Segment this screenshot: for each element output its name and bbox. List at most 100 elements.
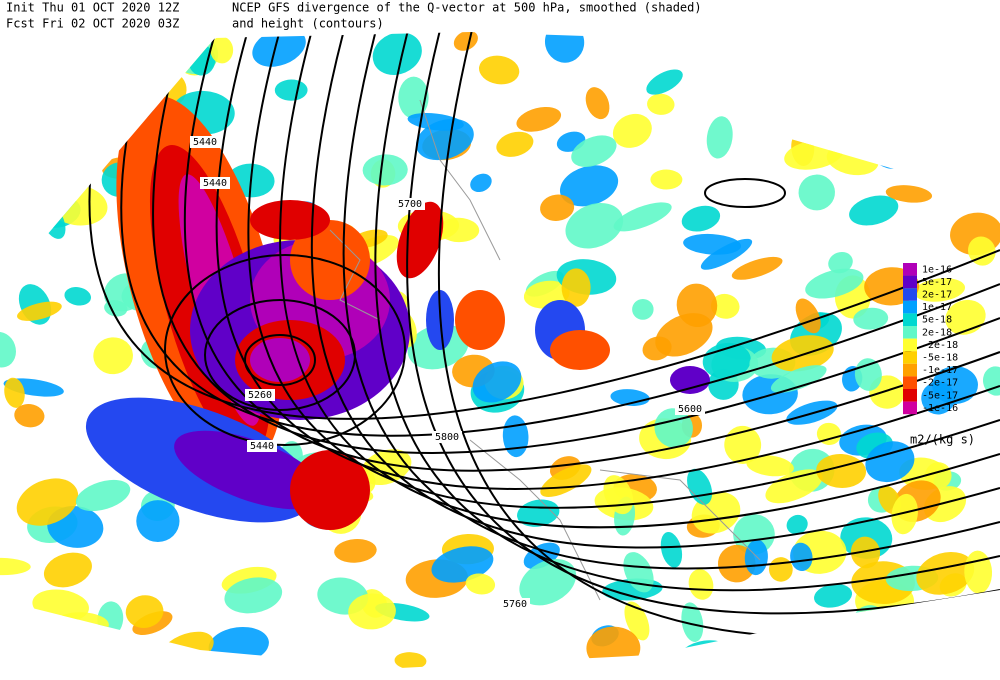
field-cell (4, 377, 25, 408)
field-cell (853, 307, 889, 330)
field-cell (398, 76, 429, 119)
field-cell (46, 184, 108, 226)
field-cell (64, 79, 104, 122)
field-feature (670, 366, 710, 394)
field-cell (681, 205, 721, 232)
field-cell (0, 557, 31, 576)
coastline (599, 469, 761, 561)
field-cell (859, 93, 896, 133)
field-cell (544, 32, 585, 63)
field-cell (660, 531, 683, 568)
field-cell (465, 573, 496, 595)
field-cell (966, 147, 998, 188)
contour (88, 32, 1000, 420)
contour-label: 5440 (203, 178, 227, 189)
field-cell (921, 381, 956, 415)
field-cell (792, 630, 849, 657)
contour (120, 32, 1000, 437)
field-cell (837, 125, 870, 151)
field-cell (64, 287, 92, 306)
contour-label-bg (500, 598, 530, 610)
field-cell (516, 106, 562, 132)
field-cell (479, 55, 520, 85)
field-cell (362, 154, 408, 186)
field-cell (334, 539, 377, 563)
contour-label: 5440 (250, 441, 274, 452)
legend-label: 2e-18 (922, 327, 952, 338)
legend-label: -1e-17 (922, 365, 958, 376)
legend-swatch (903, 288, 917, 301)
contour (183, 32, 1000, 472)
contour-label-bg (432, 431, 462, 443)
field-cell (224, 577, 283, 614)
legend-swatch (903, 275, 917, 289)
legend-label: 5e-17 (922, 277, 952, 288)
field-cell (798, 174, 835, 211)
legend-label: -1e-16 (922, 403, 958, 414)
legend-swatch (903, 376, 917, 389)
legend-swatch (903, 351, 917, 364)
contour (279, 32, 1000, 529)
field-cell (496, 131, 534, 157)
legend-units: m2/(kg s) (910, 433, 975, 447)
field-cell (677, 640, 735, 668)
field-cell (945, 299, 986, 335)
field-cell (135, 58, 175, 89)
field-cell (771, 335, 834, 372)
field-cell (394, 652, 427, 668)
field-cell (0, 188, 23, 205)
contour-labels: 5440 5440 5700 5260 5440 5800 5600 5760 (190, 136, 705, 610)
field-cell (914, 278, 966, 302)
field-cell (647, 93, 675, 115)
field-cell (0, 102, 40, 139)
field-cell (724, 425, 762, 464)
field-cell (865, 441, 915, 483)
subtitle: and height (contours) (232, 17, 384, 31)
field-cell (136, 500, 180, 543)
field-cell (646, 69, 683, 95)
contour-label-bg (675, 403, 705, 415)
legend-swatch (903, 338, 917, 352)
field-cell (706, 116, 733, 159)
field-cell (710, 293, 740, 319)
field-cell (790, 542, 813, 572)
legend-label: -2e-18 (922, 340, 958, 351)
field-cell (585, 87, 610, 120)
field-cell (75, 479, 131, 512)
field-cell (158, 631, 214, 668)
field-cell (976, 73, 1000, 102)
field-cell (561, 268, 591, 307)
field-cell (890, 61, 927, 88)
field-cell (438, 217, 480, 243)
field-cell (982, 366, 1000, 396)
field-cell (982, 51, 1000, 76)
contour (164, 254, 406, 446)
legend-label: 5e-18 (922, 315, 952, 326)
field-cell (0, 44, 32, 88)
field-cell (210, 36, 234, 64)
contour (204, 299, 356, 411)
field-cell (125, 595, 164, 628)
field-cell (17, 301, 62, 321)
field-cell (916, 551, 975, 595)
field-cell (925, 462, 952, 489)
field-cell (774, 90, 835, 122)
forecast-time: Fcst Fri 02 OCT 2020 03Z (6, 17, 179, 31)
field-cell (828, 251, 853, 274)
field-feature (174, 430, 326, 510)
field-cell (964, 550, 993, 594)
field-cell (824, 121, 887, 151)
height-contours (88, 32, 1000, 639)
field-cell (208, 627, 269, 664)
legend-label: -5e-17 (922, 390, 958, 401)
field-cell (925, 66, 956, 88)
field-cell (71, 86, 93, 119)
field-cell (60, 90, 113, 126)
field-cell (676, 283, 718, 328)
field-cell (540, 194, 575, 221)
contour-label-bg (245, 389, 275, 401)
field-cell (731, 256, 783, 280)
field-cell (43, 552, 92, 588)
field-cell (632, 298, 654, 320)
